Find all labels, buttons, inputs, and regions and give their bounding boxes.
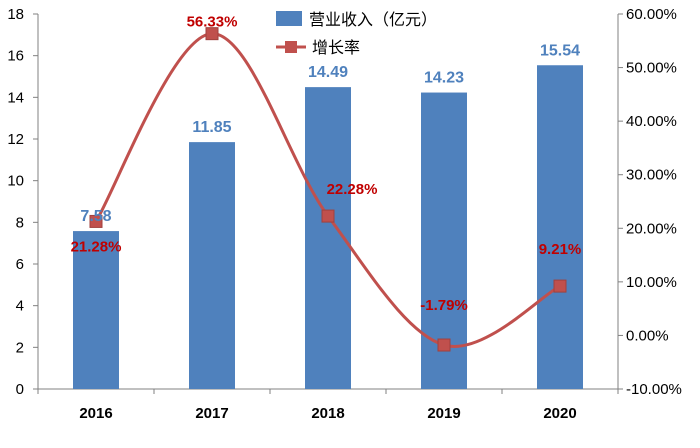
axes: 0 2 4 6 8 10 12 14 16 18 -10.00% 0.00% 10.00% 20.00% 3…	[7, 6, 682, 422]
legend-label-growth: 增长率	[312, 38, 360, 57]
revenue-bar-label: 15.54	[540, 42, 580, 59]
x-tick-label: 2017	[195, 405, 228, 422]
left-tick-label: 6	[16, 256, 24, 273]
left-tick-label: 10	[7, 173, 24, 190]
growth-rate-label: 22.28%	[327, 181, 378, 198]
left-tick-label: 8	[16, 214, 24, 231]
bar-series	[73, 65, 583, 390]
growth-rate-label: 56.33%	[187, 14, 238, 31]
line-series	[89, 27, 567, 352]
growth-rate-marker	[205, 27, 219, 41]
growth-rate-label: 21.28%	[71, 238, 122, 255]
x-tick-label: 2018	[311, 405, 344, 422]
revenue-bar-label: 14.23	[424, 70, 464, 87]
growth-rate-label: -1.79%	[420, 297, 468, 314]
left-tick-label: 4	[16, 298, 24, 315]
left-tick-label: 16	[7, 48, 24, 65]
right-tick-label: 40.00%	[626, 113, 677, 130]
legend-marker-growth	[285, 41, 297, 53]
right-tick-label: -10.00%	[626, 381, 682, 398]
right-tick-label: 20.00%	[626, 220, 677, 237]
legend-swatch-revenue	[276, 11, 302, 26]
right-tick-label: 60.00%	[626, 6, 677, 23]
revenue-bar-label: 14.49	[308, 64, 348, 81]
right-tick-label: 10.00%	[626, 274, 677, 291]
growth-rate-label: 9.21%	[539, 241, 582, 258]
x-tick-label: 2019	[427, 405, 460, 422]
right-tick-label: 50.00%	[626, 60, 677, 77]
growth-rate-marker	[437, 338, 451, 352]
legend: 营业收入（亿元） 增长率	[276, 10, 437, 57]
growth-rate-marker	[321, 209, 335, 223]
right-tick-label: 0.00%	[626, 327, 669, 344]
legend-label-revenue: 营业收入（亿元）	[309, 10, 437, 29]
growth-rate-marker	[553, 279, 567, 293]
revenue-bar	[73, 231, 119, 389]
x-tick-label: 2020	[543, 405, 576, 422]
data-labels: 7.58 11.85 14.49 14.23 15.54 21.28% 56.33% 22.2…	[71, 14, 582, 314]
left-tick-label: 18	[7, 6, 24, 23]
x-tick-label: 2016	[79, 405, 112, 422]
revenue-bar	[537, 65, 583, 389]
right-tick-label: 30.00%	[626, 167, 677, 184]
revenue-bar-label: 7.58	[80, 208, 111, 225]
revenue-bar	[189, 142, 235, 389]
left-tick-label: 2	[16, 339, 24, 356]
growth-rate-line	[94, 32, 561, 348]
revenue-bar-label: 11.85	[192, 119, 231, 136]
left-tick-label: 0	[16, 381, 24, 398]
growth-rate-marker	[89, 214, 103, 228]
left-tick-label: 14	[7, 89, 24, 106]
left-tick-label: 12	[7, 131, 24, 148]
